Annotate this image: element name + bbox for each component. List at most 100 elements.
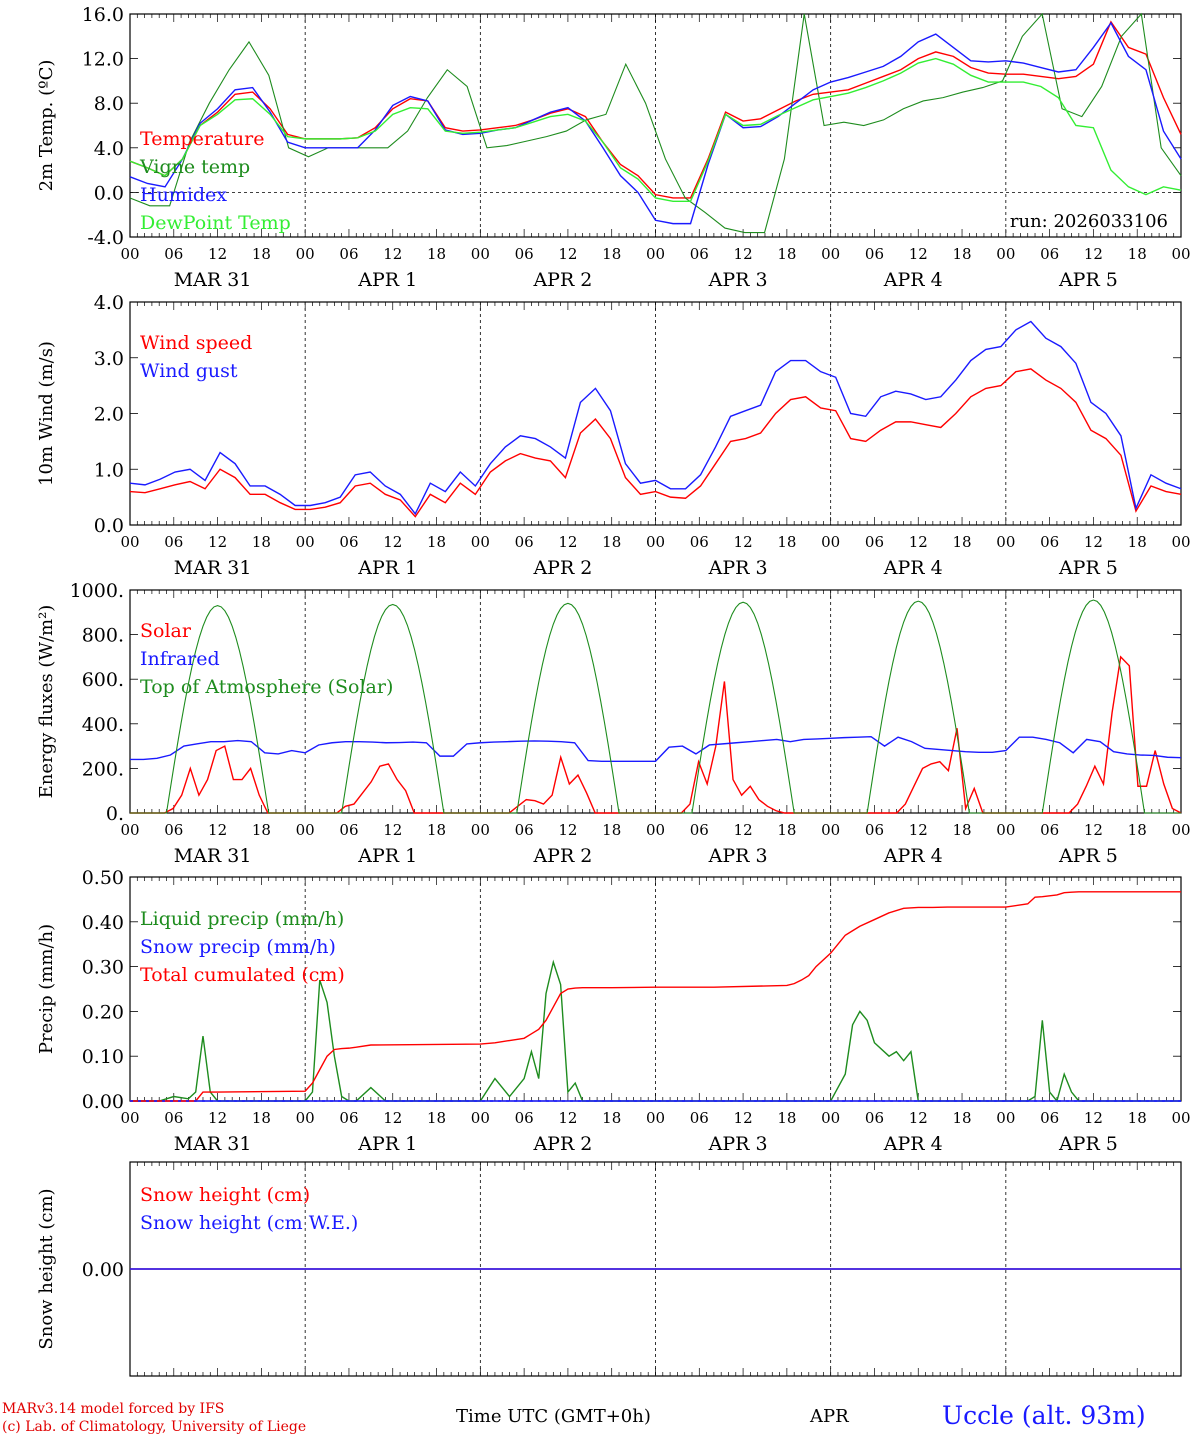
x-hour-label: 12 [208, 821, 227, 839]
x-hour-label: 12 [558, 533, 577, 551]
x-day-label: APR 4 [883, 845, 943, 867]
x-day-label: APR 5 [1058, 269, 1118, 291]
x-hour-label: 00 [1171, 245, 1190, 263]
x-hour-label: 18 [1128, 245, 1147, 263]
x-hour-label: 18 [427, 533, 446, 551]
legend-entry: DewPoint Temp [140, 212, 291, 234]
x-hour-label: 06 [164, 245, 183, 263]
x-hour-label: 06 [164, 821, 183, 839]
x-hour-label: 06 [164, 1109, 183, 1127]
x-hour-label: 06 [339, 533, 358, 551]
x-hour-label: 00 [296, 245, 315, 263]
x-day-label: APR 3 [708, 557, 768, 579]
x-hour-label: 18 [252, 821, 271, 839]
x-day-label: MAR 31 [174, 845, 252, 867]
x-hour-label: 06 [865, 1109, 884, 1127]
x-day-label: APR 4 [883, 269, 943, 291]
y-tick-label: -4.0 [87, 227, 124, 249]
series-line-wind-speed [129, 368, 1182, 518]
x-hour-label: 00 [996, 821, 1015, 839]
y-tick-label: 0. [106, 803, 124, 825]
x-hour-label: 12 [383, 821, 402, 839]
y-tick-label: 2.0 [94, 404, 124, 426]
y-tick-label: 800. [82, 625, 124, 647]
x-hour-label: 18 [952, 533, 971, 551]
x-hour-label: 06 [865, 821, 884, 839]
x-hour-label: 06 [1040, 821, 1059, 839]
x-hour-label: 12 [909, 1109, 928, 1127]
y-tick-label: 0.00 [82, 1259, 124, 1281]
y-axis-title: 2m Temp. (ºC) [36, 60, 57, 192]
x-hour-label: 00 [821, 245, 840, 263]
y-tick-label: 0.0 [94, 515, 124, 537]
x-hour-label: 18 [952, 1109, 971, 1127]
y-tick-label: 3.0 [94, 348, 124, 370]
legend-entry: Wind gust [140, 360, 238, 382]
x-hour-label: 12 [383, 245, 402, 263]
x-hour-label: 06 [339, 1109, 358, 1127]
y-axis-title: 10m Wind (m/s) [36, 341, 57, 486]
legend-entry: Snow height (cm) [140, 1184, 310, 1206]
x-hour-label: 12 [558, 821, 577, 839]
x-hour-label: 12 [1084, 821, 1103, 839]
x-hour-label: 18 [1128, 821, 1147, 839]
x-hour-label: 06 [690, 1109, 709, 1127]
x-hour-label: 00 [296, 1109, 315, 1127]
x-axis-title: Time UTC (GMT+0h) [456, 1406, 651, 1427]
x-hour-label: 12 [1084, 533, 1103, 551]
x-hour-label: 12 [734, 821, 753, 839]
month-label: APR [810, 1406, 849, 1427]
y-tick-label: 0.0 [94, 182, 124, 204]
x-hour-label: 06 [515, 1109, 534, 1127]
x-hour-label: 12 [734, 533, 753, 551]
x-day-label: APR 1 [357, 845, 417, 867]
x-day-label: APR 3 [708, 1133, 768, 1155]
x-hour-label: 12 [208, 245, 227, 263]
y-tick-label: 16.0 [82, 4, 124, 26]
x-day-label: APR 5 [1058, 845, 1118, 867]
x-day-label: APR 2 [532, 845, 592, 867]
y-tick-label: 4.0 [94, 138, 124, 160]
station-label: Uccle (alt. 93m) [942, 1401, 1146, 1430]
x-day-label: APR 1 [357, 1133, 417, 1155]
x-day-label: MAR 31 [174, 557, 252, 579]
x-hour-label: 06 [515, 245, 534, 263]
x-day-label: APR 1 [357, 557, 417, 579]
y-tick-label: 200. [82, 758, 124, 780]
x-hour-label: 12 [383, 533, 402, 551]
x-hour-label: 06 [690, 533, 709, 551]
legend-entry: Humidex [140, 184, 227, 206]
series-line-infrared [130, 736, 1182, 762]
x-day-label: APR 5 [1058, 1133, 1118, 1155]
x-hour-label: 18 [777, 533, 796, 551]
y-axis-title: Snow height (cm) [36, 1188, 57, 1349]
x-hour-label: 06 [865, 533, 884, 551]
y-tick-label: 0.40 [82, 912, 124, 934]
panel-frame [129, 589, 1182, 814]
run-label: run: 2026033106 [1010, 211, 1168, 232]
x-hour-label: 00 [1171, 533, 1190, 551]
x-hour-label: 00 [471, 533, 490, 551]
x-hour-label: 00 [120, 533, 139, 551]
x-hour-label: 18 [252, 245, 271, 263]
legend-entry: Solar [140, 620, 192, 642]
x-hour-label: 06 [690, 821, 709, 839]
x-hour-label: 06 [690, 245, 709, 263]
x-day-label: APR 2 [532, 269, 592, 291]
x-hour-label: 00 [471, 1109, 490, 1127]
x-day-label: MAR 31 [174, 1133, 252, 1155]
x-hour-label: 12 [734, 1109, 753, 1127]
y-tick-label: 0.30 [82, 957, 124, 979]
legend-entry: Top of Atmosphere (Solar) [140, 676, 393, 698]
y-tick-label: 400. [82, 714, 124, 736]
legend-entry: Wind speed [140, 332, 252, 354]
y-tick-label: 1000. [70, 580, 124, 602]
x-hour-label: 00 [821, 533, 840, 551]
x-hour-label: 06 [1040, 533, 1059, 551]
series-line-humidex [129, 21, 1182, 225]
x-hour-label: 00 [1171, 1109, 1190, 1127]
x-hour-label: 06 [1040, 1109, 1059, 1127]
y-tick-label: 600. [82, 669, 124, 691]
x-hour-label: 06 [515, 821, 534, 839]
y-tick-label: 0.10 [82, 1046, 124, 1068]
